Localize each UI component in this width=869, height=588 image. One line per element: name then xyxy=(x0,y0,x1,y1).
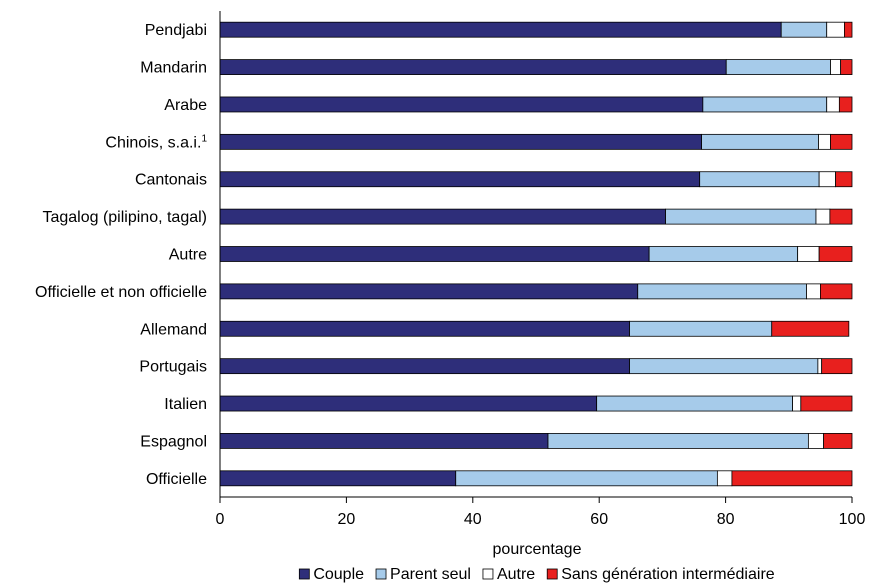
bar-segment xyxy=(219,21,782,38)
category-label: Tagalog (pilipino, tagal) xyxy=(42,209,207,226)
bar-segment xyxy=(780,21,828,38)
bar-segment xyxy=(219,433,549,449)
bar-segment xyxy=(815,208,831,225)
bar-segment xyxy=(807,433,824,449)
bar-segment xyxy=(637,283,807,300)
category-label: Italien xyxy=(164,396,207,413)
x-tick-label: 20 xyxy=(338,511,356,528)
bar-segment xyxy=(219,171,701,188)
bar-segment xyxy=(219,208,666,225)
bar-segment xyxy=(826,96,840,113)
bar-segment xyxy=(838,96,853,113)
legend-item: Sans génération intermédiaire xyxy=(546,566,775,583)
x-tick-label: 60 xyxy=(590,511,608,528)
category-label: Espagnol xyxy=(140,433,207,450)
bar-segment xyxy=(817,358,823,375)
category-label-superscript: 1 xyxy=(201,133,207,144)
bar-segment xyxy=(219,395,598,412)
bar-segment xyxy=(596,395,793,412)
legend-swatch xyxy=(546,568,558,580)
legend-swatch xyxy=(482,568,494,580)
bar-segment xyxy=(547,433,809,449)
bar-segment xyxy=(806,283,821,300)
bar-segment xyxy=(840,59,853,75)
bar-segment xyxy=(818,246,853,262)
bar-segment xyxy=(829,208,853,225)
bars-layer xyxy=(219,21,853,487)
bar-segment xyxy=(219,358,630,375)
x-tick-label: 40 xyxy=(464,511,482,528)
bar-segment xyxy=(219,133,702,150)
category-label: Arabe xyxy=(164,97,207,114)
bar-segment xyxy=(823,433,853,449)
bar-segment xyxy=(830,133,853,150)
bar-segment xyxy=(818,133,831,150)
category-labels: Pendjabi Mandarin Arabe Chinois, s.a.i.1 Can… xyxy=(35,22,207,488)
legend-item: Couple xyxy=(298,566,364,583)
category-label: Portugais xyxy=(139,359,207,376)
category-label: Officielle et non officielle xyxy=(35,284,207,301)
bar-segment xyxy=(844,21,853,38)
x-tick-label: 80 xyxy=(717,511,735,528)
category-label: Autre xyxy=(169,247,207,264)
bar-segment xyxy=(818,171,836,188)
bar-segment xyxy=(835,171,853,188)
bar-segment xyxy=(820,283,853,300)
bar-segment xyxy=(219,246,650,262)
bar-segment xyxy=(219,320,630,337)
legend-label: Autre xyxy=(497,566,535,583)
bar-segment xyxy=(629,358,819,375)
bar-segment xyxy=(792,395,802,412)
legend-item: Autre xyxy=(482,566,535,583)
bar-segment xyxy=(771,320,850,337)
bar-segment xyxy=(219,96,704,113)
legend-swatch xyxy=(375,568,387,580)
bar-segment xyxy=(702,96,828,113)
x-axis: 0 20 40 60 80 100 xyxy=(216,11,866,528)
bar-segment xyxy=(219,283,639,300)
bar-segment xyxy=(219,470,457,487)
legend-label: Sans génération intermédiaire xyxy=(561,566,775,583)
bar-segment xyxy=(219,59,727,75)
legend: Couple Parent seul Autre Sans génération in… xyxy=(298,566,775,583)
bar-segment xyxy=(629,320,773,337)
bar-segment xyxy=(731,470,853,487)
category-label: Mandarin xyxy=(140,60,207,77)
bar-segment xyxy=(826,21,845,38)
bar-segment xyxy=(716,470,733,487)
legend-item: Parent seul xyxy=(375,566,471,583)
x-tick-label: 0 xyxy=(216,511,225,528)
bar-segment xyxy=(800,395,853,412)
category-label: Allemand xyxy=(140,321,207,338)
bar-segment xyxy=(797,246,820,262)
bar-segment xyxy=(830,59,842,75)
category-label: Chinois, s.a.i.1 xyxy=(105,133,207,151)
bar-segment xyxy=(455,470,718,487)
x-tick-label: 100 xyxy=(839,511,866,528)
legend-swatch xyxy=(298,568,310,580)
x-axis-title: pourcentage xyxy=(493,541,582,558)
category-label: Pendjabi xyxy=(145,22,207,39)
category-label: Officielle xyxy=(146,471,207,488)
legend-label: Parent seul xyxy=(390,566,471,583)
bar-segment xyxy=(648,246,799,262)
legend-label: Couple xyxy=(313,566,364,583)
bar-segment xyxy=(725,59,831,75)
bar-segment xyxy=(665,208,817,225)
bar-segment xyxy=(701,133,819,150)
bar-segment xyxy=(821,358,853,375)
bar-segment xyxy=(699,171,820,188)
category-label: Cantonais xyxy=(135,172,207,189)
